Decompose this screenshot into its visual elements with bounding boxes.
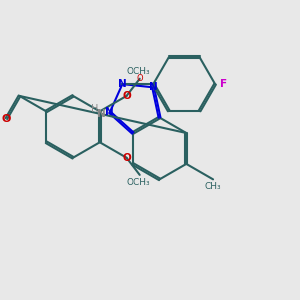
Text: O: O (136, 74, 143, 83)
Text: N: N (118, 79, 127, 89)
Text: CH₃: CH₃ (205, 182, 221, 191)
Text: O: O (2, 114, 11, 124)
Text: O: O (122, 91, 131, 101)
Text: H: H (92, 104, 99, 114)
Text: O: O (122, 153, 131, 163)
Text: N: N (149, 82, 158, 92)
Text: F: F (220, 79, 227, 89)
Text: OCH₃: OCH₃ (126, 178, 150, 187)
Text: N: N (97, 109, 106, 119)
Text: N: N (105, 107, 114, 117)
Text: OCH₃: OCH₃ (126, 67, 150, 76)
